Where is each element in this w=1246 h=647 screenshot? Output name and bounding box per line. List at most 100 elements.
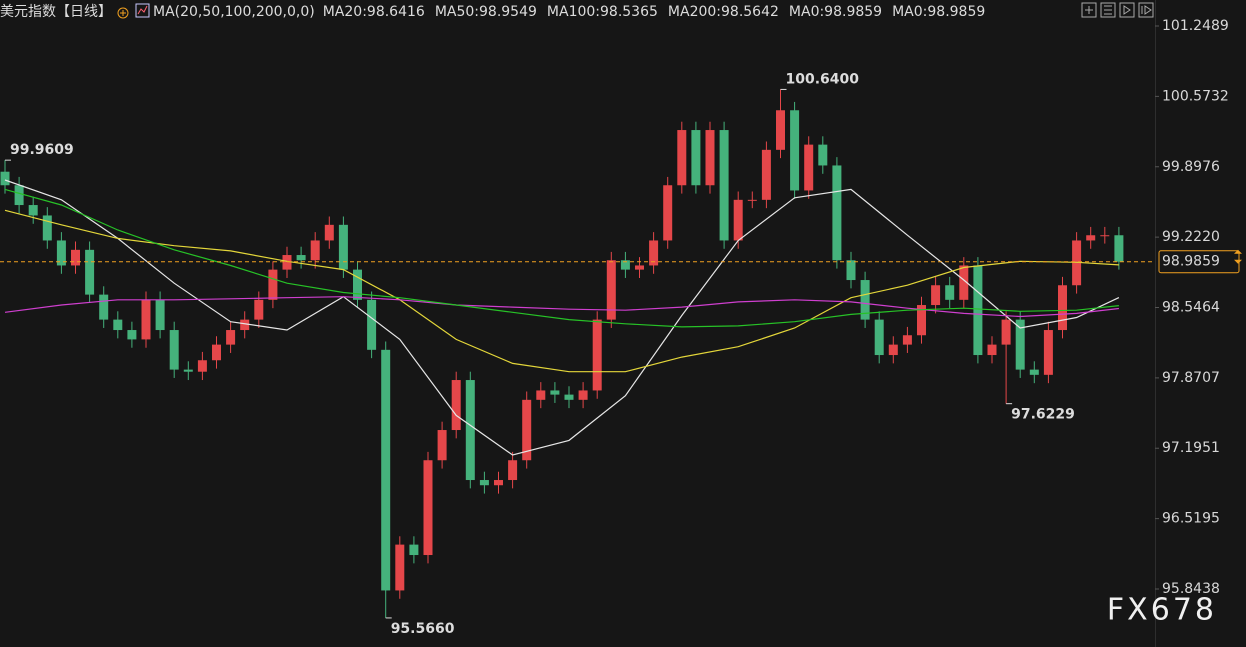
candle-body (85, 249, 95, 295)
candle-body (1029, 369, 1039, 375)
candle-body (790, 110, 800, 191)
candle-body (846, 260, 856, 281)
candle-body (141, 299, 151, 340)
candle-body (1001, 319, 1011, 345)
candle-body (212, 344, 221, 361)
candle-body (282, 255, 292, 270)
candle-body (395, 544, 405, 591)
high-label: 100.6400 (786, 71, 860, 87)
candle-body (677, 130, 687, 186)
candle-body (592, 319, 602, 391)
candle-body (169, 330, 179, 370)
candle-body (14, 185, 24, 206)
y-tick-label: 100.5732 (1162, 88, 1229, 104)
candle-body (197, 360, 207, 372)
candle-body (635, 265, 644, 270)
candle-body (127, 330, 137, 340)
candle-body (113, 319, 123, 331)
candle-body (409, 544, 419, 556)
candle-body (620, 260, 630, 270)
candle-body (832, 165, 842, 261)
low-label: 95.5660 (391, 621, 455, 637)
candle-body (564, 394, 574, 400)
candle-body (959, 265, 969, 300)
ma-line (4, 179, 1120, 456)
candle-body (1086, 235, 1096, 241)
ma-line (4, 209, 1119, 373)
candle-body (945, 285, 955, 300)
candle-body (536, 390, 546, 400)
candle-body (1058, 285, 1067, 331)
candle-body (465, 380, 475, 481)
header-text: 【日线】 (56, 4, 112, 20)
candle-body (479, 480, 489, 486)
last-price-label: 98.9859 (1162, 254, 1220, 270)
candle-body (268, 269, 278, 300)
indicator-icon (135, 3, 150, 18)
header-text: MA0:98.9859 (789, 4, 882, 20)
candle-body (578, 390, 588, 400)
y-tick-label: 99.2220 (1162, 229, 1220, 245)
header: 美元指数 【日线】 MA(20,50,100,200,0,0) MA20:98.641… (0, 3, 985, 20)
tool-icon[interactable] (1100, 2, 1116, 18)
candle-body (324, 224, 334, 241)
candle-body (691, 130, 701, 186)
candle-body (1043, 330, 1053, 375)
low-label: 97.6229 (1011, 407, 1075, 423)
tool-icon[interactable] (1138, 2, 1154, 18)
candle-body (226, 330, 236, 345)
toolbar[interactable] (1081, 2, 1154, 18)
candle-body (1114, 235, 1124, 262)
candle-body (367, 299, 377, 350)
candle-body (310, 240, 320, 261)
y-tick-label: 98.5464 (1162, 299, 1220, 315)
y-tick-label: 101.2489 (1162, 18, 1229, 34)
y-tick-label: 96.5195 (1162, 511, 1220, 527)
candle-body (183, 369, 193, 372)
y-tick-label: 97.8707 (1162, 370, 1220, 386)
candle-body (42, 215, 52, 241)
candle-body (649, 240, 659, 266)
header-text: MA200:98.5642 (668, 4, 779, 20)
header-text: MA20:98.6416 (323, 4, 425, 20)
candle-body (902, 335, 912, 345)
candle-body (776, 110, 785, 150)
candle-body (56, 240, 66, 266)
candle-body (747, 199, 757, 201)
ma-line (4, 296, 1119, 318)
add-icon-plus (120, 10, 126, 16)
candle-body (917, 305, 926, 336)
candle-body (663, 185, 673, 241)
header-text: MA(20,50,100,200,0,0) (153, 4, 315, 20)
tool-icon[interactable] (1119, 2, 1135, 18)
candle-body (522, 399, 532, 461)
candle-body (437, 430, 447, 461)
header-text: MA50:98.9549 (435, 4, 537, 20)
candle-body (494, 480, 503, 486)
candle-body (606, 260, 616, 320)
candle-body (296, 255, 306, 261)
candle-body (1100, 235, 1110, 237)
candle-body (99, 294, 109, 320)
candle-body (860, 280, 870, 320)
candle-body (550, 390, 560, 395)
candle-body (71, 249, 80, 266)
indicator-icon-glyph (137, 5, 148, 15)
candle-body (733, 199, 743, 241)
candle-body (254, 299, 264, 320)
candle-body (987, 344, 997, 356)
tool-icon[interactable] (1081, 2, 1097, 18)
header-text: 美元指数 (0, 4, 56, 20)
y-tick-label: 95.8438 (1162, 581, 1220, 597)
candle-body (338, 224, 348, 270)
candle-body (451, 380, 461, 431)
candle-body (719, 130, 729, 241)
last-price-arrow (1234, 249, 1242, 264)
add-icon[interactable] (117, 7, 129, 19)
candle-body (423, 460, 433, 556)
candle-body (0, 171, 10, 186)
candle-body (353, 269, 362, 300)
candle-body (931, 285, 941, 306)
